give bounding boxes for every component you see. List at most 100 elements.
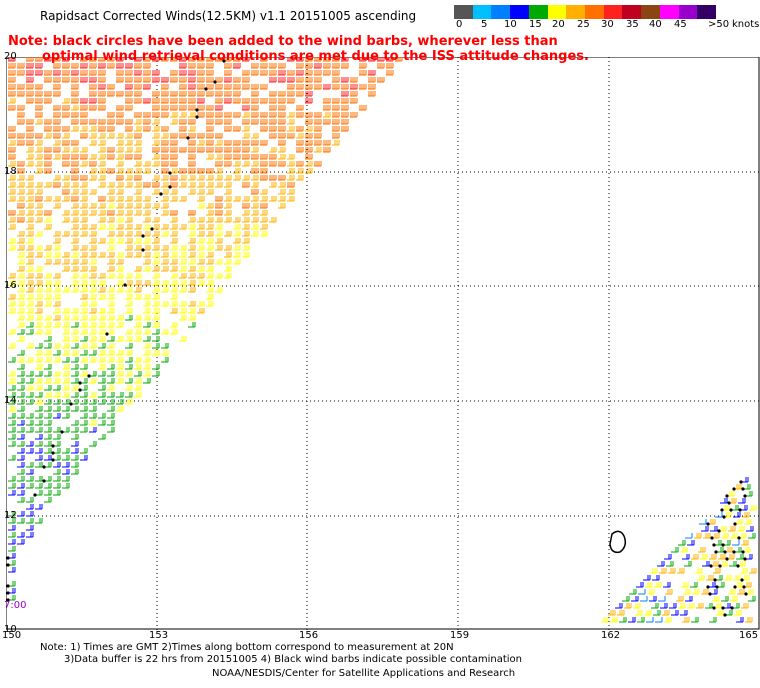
wind-barb	[134, 126, 142, 132]
wind-barb	[35, 420, 43, 426]
wind-barb	[17, 336, 25, 342]
wind-barb	[26, 343, 34, 349]
wind-barb	[80, 371, 88, 377]
wind-barb	[125, 203, 133, 209]
wind-barb	[669, 603, 677, 609]
wind-barb	[269, 119, 277, 125]
wind-barb	[62, 161, 70, 167]
wind-barb	[179, 252, 187, 258]
wind-barb	[107, 392, 115, 398]
wind-barb	[71, 364, 79, 370]
wind-barb	[233, 84, 241, 90]
wind-barb	[213, 77, 223, 84]
wind-barb	[197, 182, 205, 188]
wind-barb	[35, 287, 43, 293]
wind-barb	[89, 140, 97, 146]
wind-barb	[26, 532, 34, 538]
wind-barb	[737, 526, 745, 532]
wind-barb	[26, 280, 34, 286]
wind-barb	[188, 63, 196, 69]
wind-barb	[80, 280, 88, 286]
wind-barb	[197, 168, 205, 174]
wind-barb	[98, 294, 106, 300]
wind-barb	[215, 105, 223, 111]
wind-barb	[188, 231, 196, 237]
wind-barb	[143, 210, 151, 216]
wind-barb	[8, 399, 16, 405]
wind-barb	[62, 147, 70, 153]
wind-barb	[332, 98, 340, 104]
wind-barb	[80, 406, 88, 412]
wind-barb	[89, 84, 97, 90]
wind-barb	[179, 168, 187, 174]
wind-barb	[71, 329, 79, 335]
wind-barb	[658, 596, 666, 602]
wind-barb	[80, 119, 88, 125]
wind-barb	[278, 98, 286, 104]
wind-barb	[89, 77, 97, 83]
wind-barb	[260, 154, 268, 160]
wind-barb	[26, 154, 34, 160]
wind-barb	[35, 385, 43, 391]
wind-barb	[98, 119, 106, 125]
wind-barb	[134, 175, 142, 181]
wind-barb	[8, 301, 16, 307]
wind-barb	[224, 175, 232, 181]
wind-barb	[680, 610, 688, 616]
wind-barb	[89, 168, 97, 174]
wind-barb	[296, 168, 304, 174]
wind-barb	[53, 399, 61, 405]
wind-barb	[26, 413, 34, 419]
wind-barb	[624, 603, 632, 609]
wind-barb	[53, 294, 61, 300]
wind-barb	[251, 203, 259, 209]
wind-barb	[206, 119, 214, 125]
wind-barb	[737, 589, 745, 595]
wind-barb	[305, 119, 313, 125]
wind-barb	[107, 91, 115, 97]
wind-barb	[725, 554, 735, 561]
wind-barb	[741, 540, 749, 546]
legend-swatch	[622, 5, 642, 19]
latitude-label: 16	[4, 280, 17, 291]
legend-label: 10	[504, 19, 517, 30]
wind-barb	[8, 434, 16, 440]
wind-barb	[107, 84, 115, 90]
wind-barb	[89, 406, 97, 412]
wind-barb	[159, 189, 169, 196]
wind-barb	[71, 147, 79, 153]
wind-barb	[206, 266, 214, 272]
wind-barb	[134, 196, 142, 202]
wind-barb	[8, 406, 16, 412]
wind-barb	[161, 77, 169, 83]
wind-barb	[134, 147, 142, 153]
wind-barb	[44, 77, 52, 83]
wind-barb	[197, 217, 205, 223]
wind-barb	[314, 147, 322, 153]
wind-barb	[98, 378, 106, 384]
wind-barb	[161, 329, 169, 335]
wind-barb	[17, 70, 25, 76]
wind-barb	[278, 140, 286, 146]
wind-barb	[161, 154, 169, 160]
footer-line-1: Note: 1) Times are GMT 2)Times along bot…	[40, 642, 454, 653]
wind-barb	[125, 252, 133, 258]
wind-barb	[80, 189, 88, 195]
wind-barb	[161, 245, 169, 251]
wind-barb	[741, 603, 749, 609]
wind-barb	[314, 161, 322, 167]
wind-barb	[107, 406, 115, 412]
wind-barb	[89, 126, 97, 132]
wind-barb	[17, 392, 25, 398]
wind-barb	[8, 84, 16, 90]
wind-barb	[278, 182, 286, 188]
wind-barb	[341, 57, 349, 62]
wind-barb	[332, 105, 340, 111]
wind-barb	[17, 105, 25, 111]
wind-barb	[17, 532, 25, 538]
wind-barb	[143, 350, 151, 356]
wind-barb	[170, 266, 178, 272]
wind-barb	[278, 189, 286, 195]
wind-barb	[62, 364, 70, 370]
wind-barb	[62, 462, 70, 468]
